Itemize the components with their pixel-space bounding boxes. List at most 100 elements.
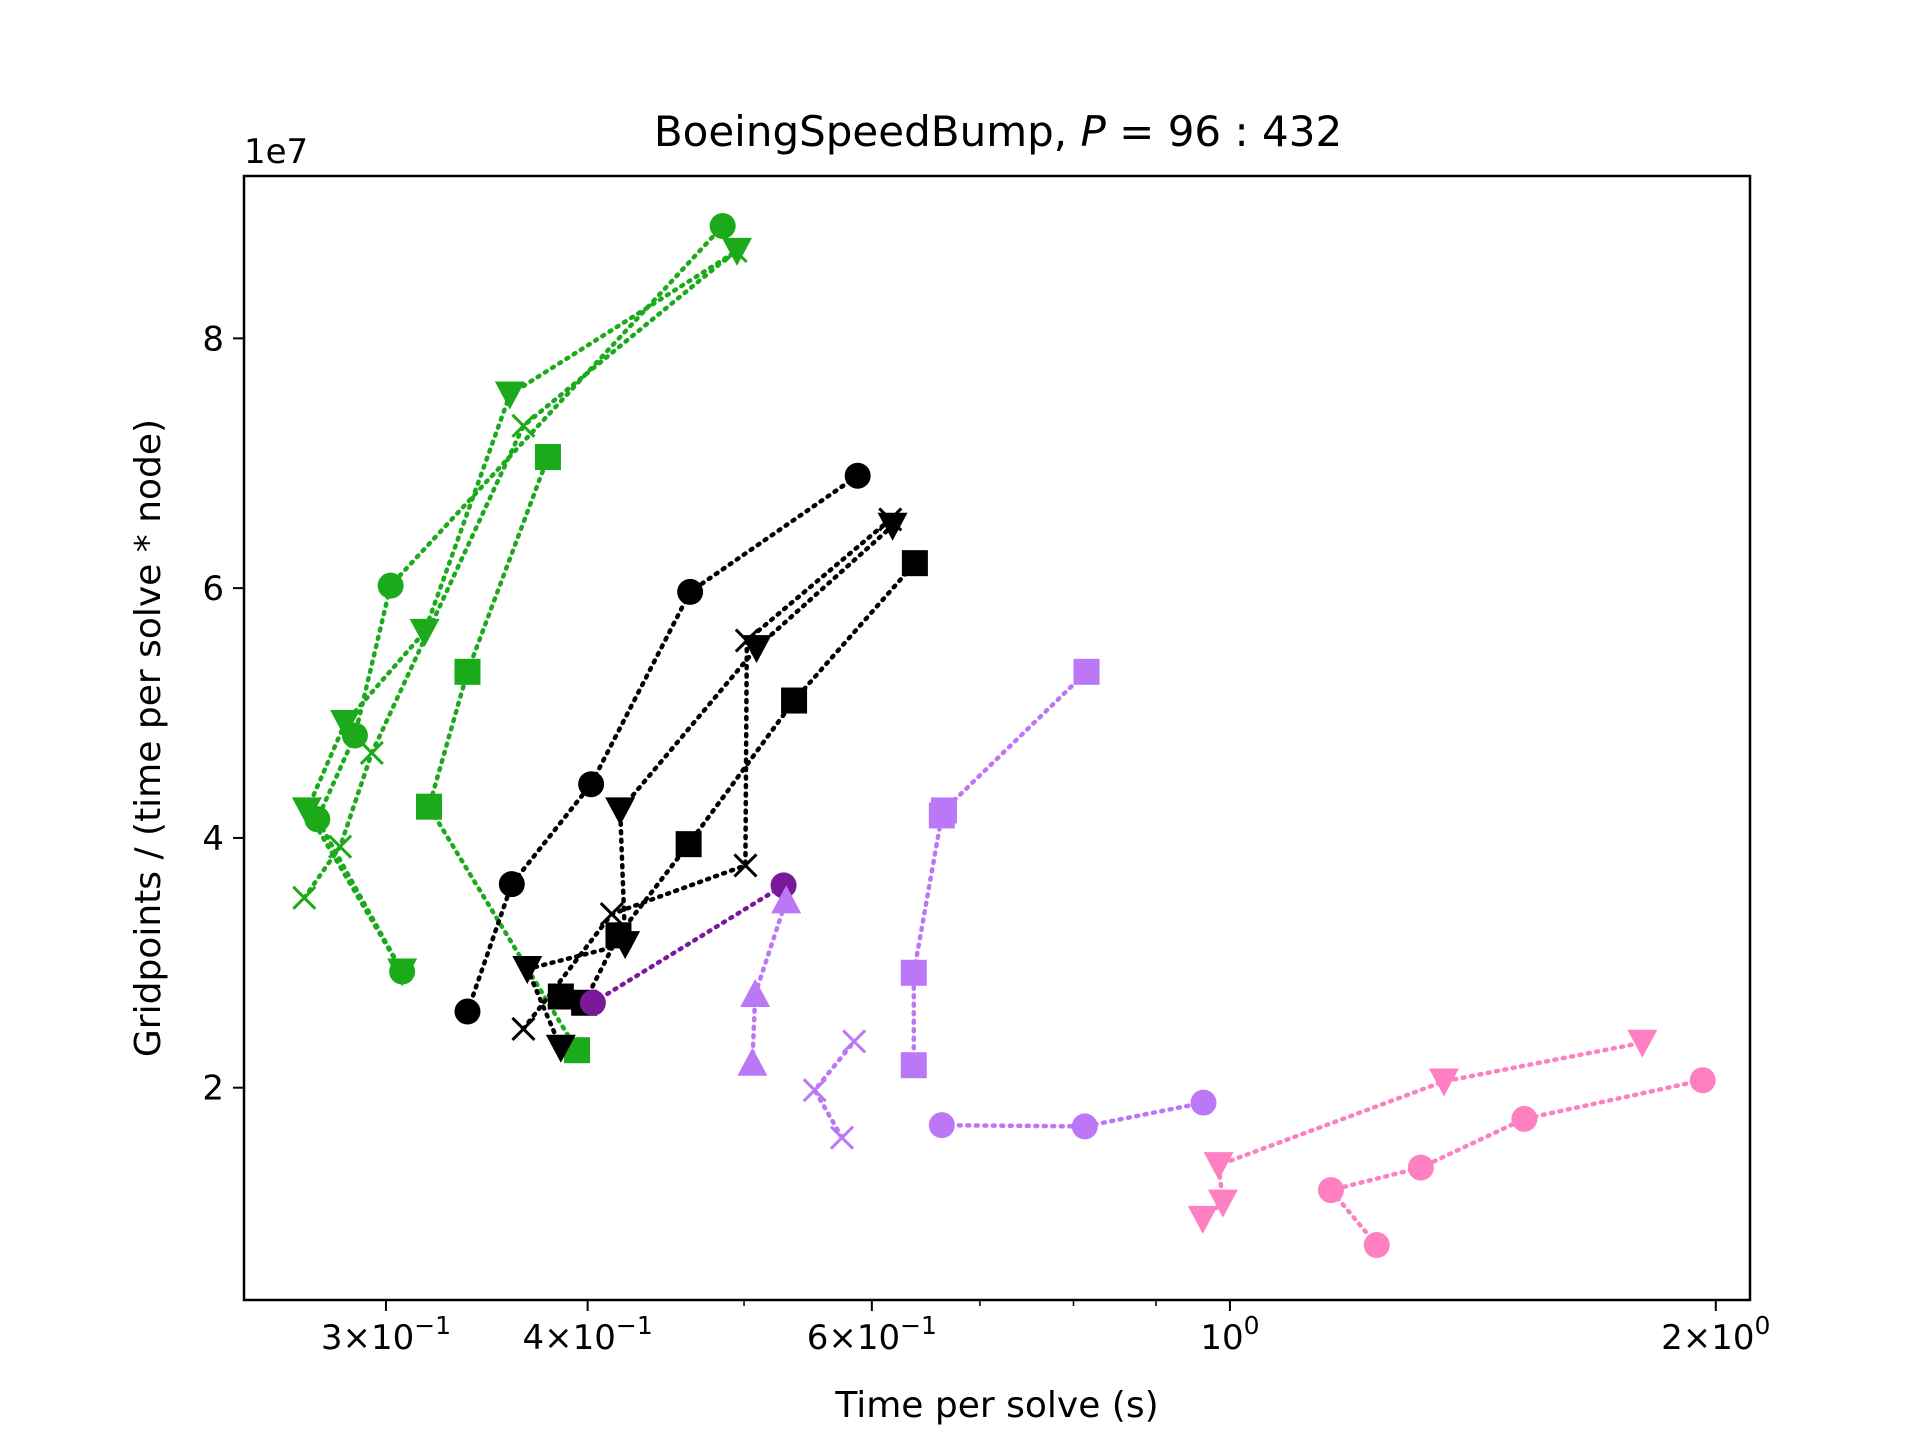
data-point: [454, 998, 481, 1025]
series-7: [547, 550, 928, 1016]
series-line: [521, 517, 893, 1032]
data-point: [605, 797, 636, 826]
data-point: [829, 1125, 855, 1150]
series-line: [911, 669, 1089, 1068]
series-line: [524, 523, 895, 1050]
data-point: [1190, 1089, 1217, 1116]
series-6: [511, 507, 903, 1042]
data-point: [511, 1016, 536, 1042]
y-tick-label: 2: [202, 1069, 224, 1109]
series-9: [737, 885, 802, 1076]
series-line: [1326, 1077, 1705, 1248]
y-tick-label: 8: [202, 319, 224, 359]
data-point: [545, 1034, 576, 1063]
data-point: [1407, 1154, 1434, 1181]
data-point: [578, 771, 605, 798]
data-point: [1627, 1029, 1658, 1058]
data-point: [605, 922, 632, 949]
data-point: [454, 658, 481, 685]
data-point: [579, 989, 606, 1016]
plot-frame: [242, 174, 1752, 1302]
data-point: [901, 550, 928, 577]
series-line: [590, 883, 786, 1006]
data-point: [900, 959, 927, 986]
y-tick-label: 4: [202, 819, 224, 859]
data-point: [409, 618, 440, 647]
series-line: [465, 473, 860, 1014]
data-point: [599, 902, 624, 927]
series-line: [302, 248, 738, 901]
y-tick-label: 6: [202, 569, 224, 609]
plot-area: [291, 212, 1716, 1259]
series-13: [1317, 1067, 1716, 1259]
series-line: [314, 223, 725, 974]
x-tick-label: 3×10−1: [321, 1311, 451, 1358]
series-line: [304, 248, 740, 974]
data-point: [802, 1078, 827, 1103]
data-point: [1071, 1113, 1098, 1140]
data-point: [359, 740, 384, 766]
data-point: [878, 507, 903, 532]
data-point: [1073, 658, 1100, 685]
series-2: [292, 238, 748, 910]
data-point: [1689, 1067, 1716, 1094]
data-point: [770, 872, 797, 899]
series-line: [750, 898, 789, 1065]
data-point: [1511, 1105, 1538, 1132]
series-1: [291, 237, 752, 987]
x-tick-label: 4×10−1: [522, 1311, 652, 1358]
series-line: [1200, 1040, 1645, 1222]
data-point: [534, 444, 561, 470]
series-4: [454, 462, 871, 1025]
data-point: [771, 885, 802, 914]
y-axis-label: Gridpoints / (time per solve * node): [128, 419, 169, 1057]
x-tick-label: 6×10−1: [807, 1311, 937, 1358]
data-point: [377, 572, 404, 599]
x-tick-label: 100: [1200, 1311, 1259, 1358]
data-point: [1207, 1189, 1238, 1218]
data-point: [291, 797, 322, 826]
data-point: [877, 512, 908, 541]
series-3: [416, 444, 591, 1064]
data-point: [1187, 1205, 1218, 1234]
data-point: [709, 212, 736, 239]
data-point: [494, 381, 525, 410]
data-point: [675, 831, 702, 858]
data-point: [740, 979, 771, 1008]
data-point: [330, 710, 361, 739]
series-11: [900, 658, 1100, 1079]
data-point: [387, 958, 418, 987]
data-point: [723, 238, 748, 263]
data-point: [737, 1047, 768, 1076]
series-14: [1187, 1029, 1658, 1234]
series-12: [928, 1089, 1217, 1140]
x-tick-label: 2×100: [1661, 1311, 1770, 1358]
data-point: [292, 885, 317, 910]
data-point: [547, 983, 574, 1010]
series-line: [811, 1039, 857, 1140]
data-point: [928, 1112, 955, 1139]
data-point: [781, 687, 808, 714]
chart-title: BoeingSpeedBump, P = 96 : 432: [654, 107, 1342, 156]
data-point: [900, 1052, 927, 1079]
data-point: [930, 797, 957, 824]
data-point: [416, 793, 443, 820]
data-point: [734, 628, 759, 653]
data-point: [842, 1029, 867, 1054]
y-multiplier-label: 1e7: [244, 132, 308, 172]
data-point: [1203, 1152, 1234, 1181]
data-point: [1317, 1177, 1344, 1204]
series-8: [579, 872, 797, 1016]
data-point: [1363, 1232, 1390, 1259]
axis-ticks: 2 4 6 8 3×10−1 4×10−1 6×10−1 100 2×100: [202, 319, 1770, 1358]
data-point: [512, 956, 543, 985]
data-point: [844, 462, 871, 489]
data-point: [677, 578, 704, 605]
data-point: [511, 413, 536, 438]
series-10: [802, 1029, 867, 1150]
x-axis-label: Time per solve (s): [834, 1385, 1158, 1426]
series-line: [426, 454, 580, 1053]
series-5: [512, 512, 908, 1063]
data-point: [1428, 1068, 1459, 1097]
